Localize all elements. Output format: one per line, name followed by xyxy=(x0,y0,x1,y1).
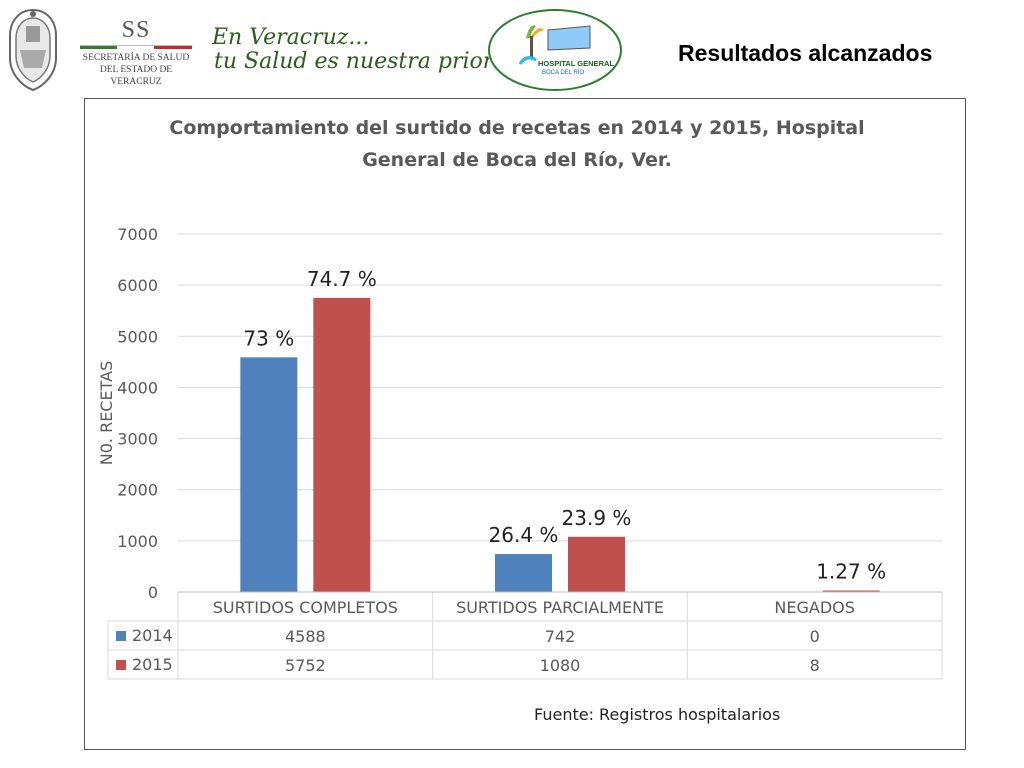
y-tick-label: 3000 xyxy=(117,430,158,449)
y-tick-label: 2000 xyxy=(117,481,158,500)
data-label: 73 % xyxy=(243,326,294,350)
y-tick-label: 4000 xyxy=(117,378,158,397)
legend-swatch-2015 xyxy=(116,660,126,670)
data-label: 23.9 % xyxy=(562,506,632,530)
y-axis-label: N0. RECETAS xyxy=(97,361,116,465)
data-label: 26.4 % xyxy=(489,523,559,547)
y-tick-label: 5000 xyxy=(117,327,158,346)
header: SS SECRETARÍA DE SALUD DEL ESTADO DE VER… xyxy=(0,0,1024,98)
secretaria-de-salud-logo: SS SECRETARÍA DE SALUD DEL ESTADO DE VER… xyxy=(74,18,198,88)
ss-logo-text: SS xyxy=(121,17,151,43)
bar-2014 xyxy=(495,554,552,592)
hospital-logo-line1: HOSPITAL GENERAL xyxy=(538,59,614,68)
data-label: 74.7 % xyxy=(307,267,377,291)
chart-frame xyxy=(84,98,966,750)
category-label: SURTIDOS PARCIALMENTE xyxy=(456,598,664,617)
data-label: 1.27 % xyxy=(816,560,886,584)
table-cell: 5752 xyxy=(285,656,326,675)
hospital-general-logo: HOSPITAL GENERAL BOCA DEL RÍO xyxy=(488,9,622,91)
chart-title-line1: Comportamiento del surtido de recetas en… xyxy=(169,117,865,139)
bar-2014 xyxy=(240,357,298,592)
ss-logo-divider xyxy=(80,45,192,49)
page-title: Resultados alcanzados xyxy=(678,40,933,66)
legend-swatch-2014 xyxy=(116,631,126,641)
chart-title-line2: General de Boca del Río, Ver. xyxy=(362,149,672,171)
bar-2015 xyxy=(822,590,880,592)
table-cell: 1080 xyxy=(540,656,581,675)
category-label: SURTIDOS COMPLETOS xyxy=(213,598,398,617)
source-note: Fuente: Registros hospitalarios xyxy=(534,705,781,724)
table-cell: 8 xyxy=(810,656,820,675)
chart-title: Comportamiento del surtido de recetas en… xyxy=(84,112,950,176)
y-tick-label: 6000 xyxy=(117,276,158,295)
y-tick-label: 1000 xyxy=(117,532,158,551)
y-tick-label: 7000 xyxy=(117,225,158,244)
slogan-line1: En Veracruz... xyxy=(212,25,370,50)
hospital-logo-line2: BOCA DEL RÍO xyxy=(542,69,584,76)
bar-2015 xyxy=(313,297,371,592)
legend-label-2014: 2014 xyxy=(132,626,173,645)
y-tick-label: 0 xyxy=(148,583,158,602)
legend-label-2015: 2015 xyxy=(132,655,173,674)
category-label: NEGADOS xyxy=(774,598,855,617)
table-cell: 0 xyxy=(810,627,820,646)
bar-chart: 0 1000 2000 3000 4000 5000 6000 7000 N0. RECETAS… xyxy=(97,225,943,680)
table-cell: 4588 xyxy=(285,627,326,646)
veracruz-seal-logo xyxy=(9,8,57,92)
slogan: En Veracruz... tu Salud es nuestra prior… xyxy=(212,26,542,74)
ss-logo-line1: SECRETARÍA DE SALUD xyxy=(82,53,190,63)
slogan-line2: tu Salud es nuestra prioridad xyxy=(214,49,542,74)
table-cell: 742 xyxy=(545,627,576,646)
bar-2015 xyxy=(568,536,625,592)
ss-logo-line2: DEL ESTADO DE VERACRUZ xyxy=(99,65,173,87)
